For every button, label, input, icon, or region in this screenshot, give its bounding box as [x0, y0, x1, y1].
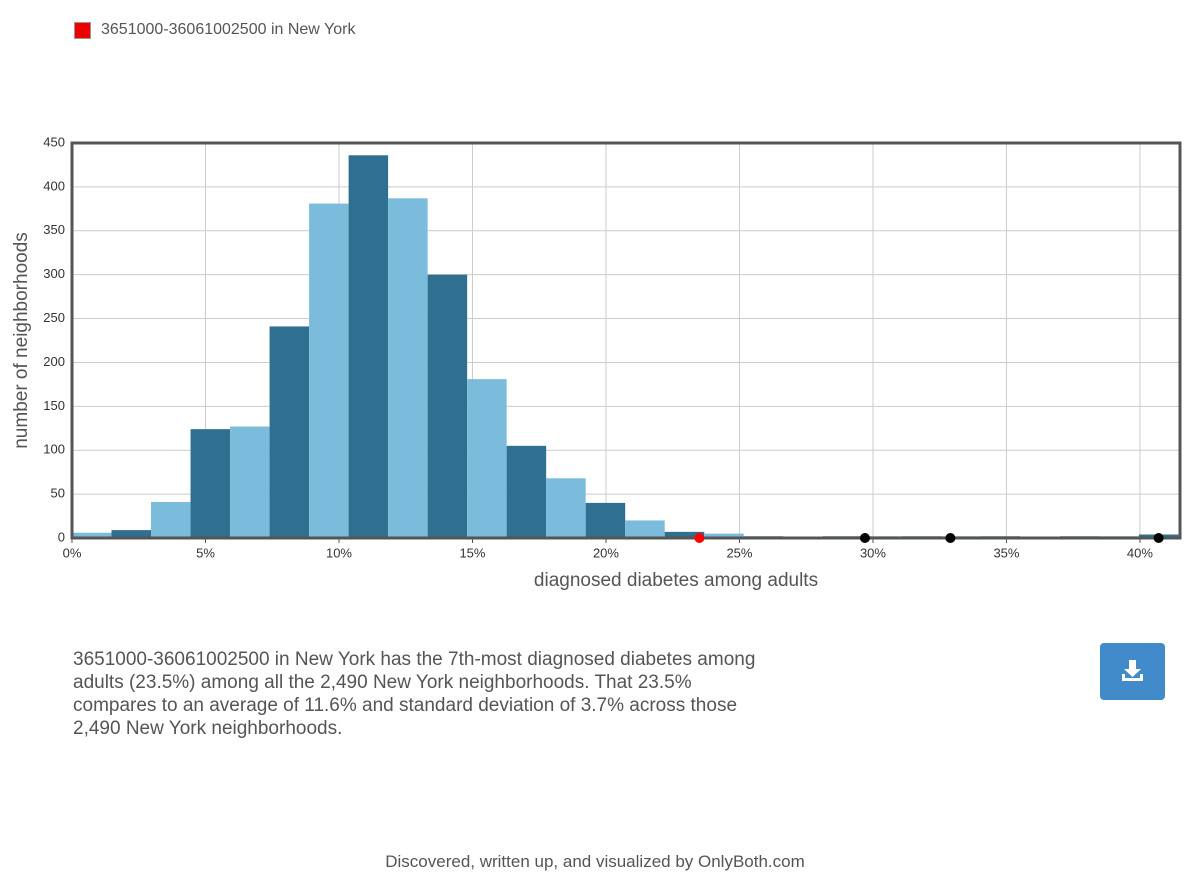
bar	[546, 478, 586, 538]
bar	[72, 532, 112, 538]
highlight-point	[859, 533, 870, 543]
footer: Discovered, written up, and visualized b…	[385, 852, 805, 871]
y-tick-label: 100	[43, 442, 65, 457]
highlight-point	[945, 533, 956, 543]
x-tick-label: 5%	[196, 545, 215, 560]
x-tick-label: 40%	[1127, 545, 1153, 560]
bar	[348, 155, 389, 538]
bar	[506, 445, 547, 538]
bar	[151, 502, 191, 538]
plot-frame	[70, 141, 1182, 540]
y-tick-label: 0	[58, 529, 65, 544]
description: 3651000-36061002500 in New York has the …	[73, 649, 756, 739]
y-tick-label: 250	[43, 310, 65, 325]
bar	[111, 530, 152, 538]
chart: 0 50 100 150 200 250 300 350 400 450 0% 5% 10% 15% 20%…	[11, 134, 1182, 591]
download-icon	[1122, 660, 1143, 681]
y-tick-label: 450	[43, 134, 65, 149]
bar	[388, 198, 428, 539]
y-tick-label: 400	[43, 178, 65, 193]
bar	[664, 531, 705, 538]
x-tick-label: 0%	[63, 545, 82, 560]
x-tick-label: 20%	[593, 545, 619, 560]
bar	[190, 429, 231, 538]
bar	[230, 426, 270, 538]
bar	[585, 502, 626, 538]
x-tick-label: 10%	[326, 545, 352, 560]
x-axis-label: diagnosed diabetes among adults	[534, 570, 818, 591]
download-button[interactable]	[1100, 643, 1165, 700]
legend: 3651000-36061002500 in New York	[74, 21, 355, 39]
bar	[427, 274, 468, 538]
highlight-point	[1153, 533, 1164, 543]
y-axis-label: number of neighborhoods	[11, 232, 32, 449]
y-tick-label: 350	[43, 222, 65, 237]
legend-swatch	[74, 21, 91, 39]
x-tick-label: 25%	[726, 545, 752, 560]
y-tick-label: 50	[51, 486, 65, 501]
highlight-point	[694, 533, 705, 543]
bar	[704, 533, 744, 538]
x-tick-label: 35%	[993, 545, 1019, 560]
bar	[269, 326, 310, 538]
y-tick-label: 200	[43, 354, 65, 369]
x-tick-label: 30%	[860, 545, 886, 560]
bar	[625, 520, 665, 538]
bar	[309, 203, 349, 539]
x-tick-label: 15%	[459, 545, 485, 560]
bar	[467, 379, 507, 538]
y-tick-label: 300	[43, 266, 65, 281]
y-tick-label: 150	[43, 398, 65, 413]
legend-label: 3651000-36061002500 in New York	[101, 21, 356, 38]
